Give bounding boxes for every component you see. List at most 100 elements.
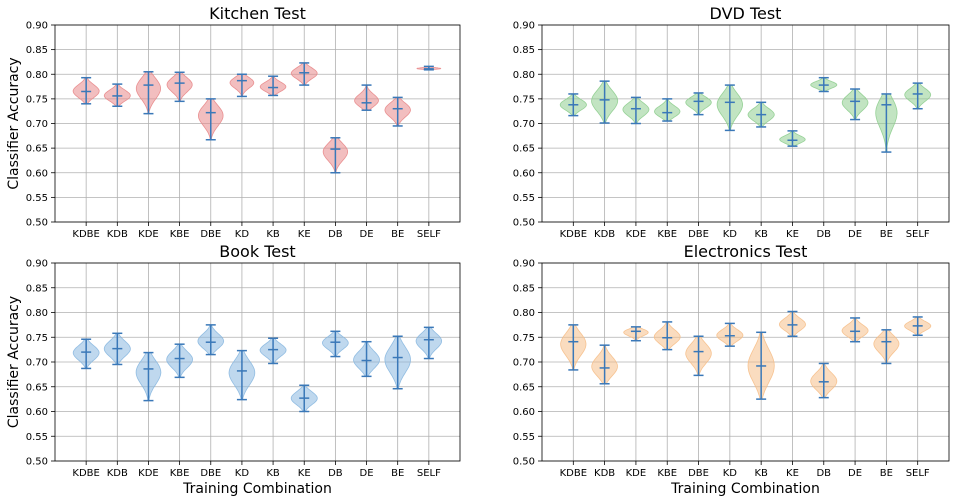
y-tick-label: 0.65 <box>26 382 48 393</box>
x-tick-label: BE <box>391 468 404 479</box>
x-tick-label: KE <box>298 468 311 479</box>
y-tick-label: 0.90 <box>513 259 535 270</box>
x-tick-label: KBE <box>657 229 677 240</box>
x-tick-label: KDBE <box>560 229 587 240</box>
y-tick-label: 0.85 <box>26 283 48 294</box>
panel-2: 0.500.550.600.650.700.750.800.850.90KDBE… <box>513 4 950 240</box>
x-tick-label: BE <box>880 468 893 479</box>
y-tick-label: 0.80 <box>513 70 535 81</box>
y-tick-label: 0.65 <box>26 144 48 155</box>
x-tick-label: KB <box>266 468 280 479</box>
x-tick-label: DB <box>816 229 831 240</box>
y-tick-label: 0.90 <box>513 21 535 32</box>
x-tick-label: KDBE <box>72 468 99 479</box>
y-tick-label: 0.75 <box>513 94 535 105</box>
x-tick-label: DB <box>328 229 343 240</box>
panel-title: Book Test <box>219 242 295 261</box>
x-tick-label: DB <box>328 468 343 479</box>
x-tick-label: DBE <box>688 468 709 479</box>
y-tick-label: 0.90 <box>26 259 48 270</box>
y-tick-label: 0.70 <box>513 358 535 369</box>
x-tick-label: DB <box>816 468 831 479</box>
x-tick-label: KDE <box>138 229 159 240</box>
y-tick-label: 0.55 <box>26 432 48 443</box>
y-tick-label: 0.50 <box>513 457 535 468</box>
x-tick-label: KD <box>723 468 738 479</box>
y-tick-label: 0.70 <box>513 119 535 130</box>
y-tick-label: 0.60 <box>26 407 48 418</box>
y-tick-label: 0.55 <box>513 432 535 443</box>
x-axis-label: Training Combination <box>670 481 820 497</box>
x-tick-label: KDB <box>594 468 615 479</box>
x-tick-label: DBE <box>688 229 709 240</box>
y-tick-label: 0.50 <box>26 457 48 468</box>
x-tick-label: KDBE <box>560 468 587 479</box>
x-tick-label: BE <box>391 229 404 240</box>
x-tick-label: KDB <box>107 468 128 479</box>
panel-4: 0.500.550.600.650.700.750.800.850.90KDBE… <box>513 242 950 497</box>
y-tick-label: 0.70 <box>26 119 48 130</box>
y-tick-label: 0.50 <box>513 218 535 229</box>
y-tick-label: 0.55 <box>26 193 48 204</box>
panel-title: Electronics Test <box>684 242 808 261</box>
x-tick-label: KDE <box>626 468 647 479</box>
x-axis-label: Training Combination <box>182 481 332 497</box>
x-tick-label: KE <box>786 468 799 479</box>
y-tick-label: 0.50 <box>26 218 48 229</box>
x-tick-label: KB <box>266 229 280 240</box>
x-tick-label: DE <box>848 468 862 479</box>
x-tick-label: BE <box>880 229 893 240</box>
y-tick-label: 0.75 <box>26 94 48 105</box>
y-tick-label: 0.85 <box>26 45 48 56</box>
panel-title: Kitchen Test <box>209 4 306 23</box>
x-tick-label: KD <box>235 468 250 479</box>
x-tick-label: DE <box>360 229 374 240</box>
x-tick-label: KDE <box>626 229 647 240</box>
y-tick-label: 0.85 <box>513 283 535 294</box>
x-tick-label: DE <box>848 229 862 240</box>
panel-1: 0.500.550.600.650.700.750.800.850.90KDBE… <box>6 4 461 240</box>
y-axis-label: Classifier Accuracy <box>6 57 22 189</box>
x-tick-label: KBE <box>170 468 190 479</box>
x-tick-label: DE <box>360 468 374 479</box>
y-tick-label: 0.65 <box>513 144 535 155</box>
y-tick-label: 0.80 <box>513 308 535 319</box>
plot-frame <box>541 24 950 223</box>
y-tick-label: 0.65 <box>513 382 535 393</box>
x-tick-label: DBE <box>200 229 221 240</box>
panel-3: 0.500.550.600.650.700.750.800.850.90KDBE… <box>6 242 461 497</box>
plot-frame <box>54 24 461 223</box>
panel-title: DVD Test <box>710 4 782 23</box>
x-tick-label: KDBE <box>72 229 99 240</box>
x-tick-label: KE <box>786 229 799 240</box>
plot-frame <box>541 262 950 462</box>
x-tick-label: KBE <box>657 468 677 479</box>
x-tick-label: KE <box>298 229 311 240</box>
x-tick-label: SELF <box>417 229 441 240</box>
x-tick-label: DBE <box>200 468 221 479</box>
y-tick-label: 0.55 <box>513 193 535 204</box>
x-tick-label: KDB <box>107 229 128 240</box>
x-tick-label: KD <box>723 229 738 240</box>
y-tick-label: 0.60 <box>26 168 48 179</box>
y-tick-label: 0.60 <box>513 168 535 179</box>
y-tick-label: 0.80 <box>26 70 48 81</box>
x-tick-label: SELF <box>906 468 930 479</box>
x-tick-label: KD <box>235 229 250 240</box>
y-axis-label: Classifier Accuracy <box>6 296 22 428</box>
x-tick-label: SELF <box>417 468 441 479</box>
x-tick-label: KDB <box>594 229 615 240</box>
x-tick-label: KB <box>754 229 768 240</box>
x-tick-label: KBE <box>170 229 190 240</box>
plot-frame <box>54 262 461 462</box>
x-tick-label: KB <box>754 468 768 479</box>
y-tick-label: 0.75 <box>513 333 535 344</box>
y-tick-label: 0.85 <box>513 45 535 56</box>
y-tick-label: 0.60 <box>513 407 535 418</box>
y-tick-label: 0.70 <box>26 358 48 369</box>
y-tick-label: 0.90 <box>26 21 48 32</box>
y-tick-label: 0.75 <box>26 333 48 344</box>
y-tick-label: 0.80 <box>26 308 48 319</box>
